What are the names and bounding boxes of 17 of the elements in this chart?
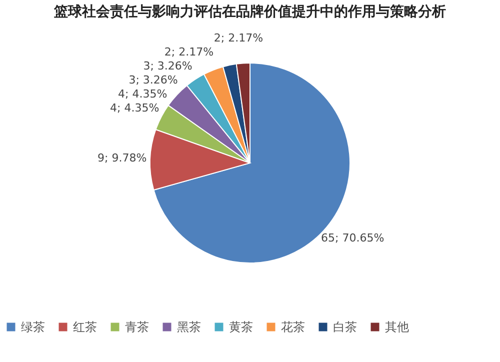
legend-label: 青茶 xyxy=(125,320,149,334)
chart-title: 篮球社会责任与影响力评估在品牌价值提升中的作用与策略分析 xyxy=(53,3,446,20)
data-label: 3; 3.26% xyxy=(128,73,178,86)
data-label: 9; 9.78% xyxy=(97,152,147,165)
legend-label: 白茶 xyxy=(333,320,357,334)
data-label: 2; 2.17% xyxy=(214,31,264,44)
legend-label: 花茶 xyxy=(281,320,305,334)
data-label: 4; 4.35% xyxy=(118,87,168,100)
legend-label: 黑茶 xyxy=(177,320,201,334)
data-label: 65; 70.65% xyxy=(321,232,384,245)
legend-label: 黄茶 xyxy=(229,320,253,334)
legend-label: 红茶 xyxy=(73,320,97,334)
data-label: 2; 2.17% xyxy=(164,45,214,58)
legend-label: 其他 xyxy=(385,320,409,334)
legend-label: 绿茶 xyxy=(21,320,45,334)
data-label: 3; 3.26% xyxy=(143,59,192,72)
data-label: 4; 4.35% xyxy=(110,101,160,114)
